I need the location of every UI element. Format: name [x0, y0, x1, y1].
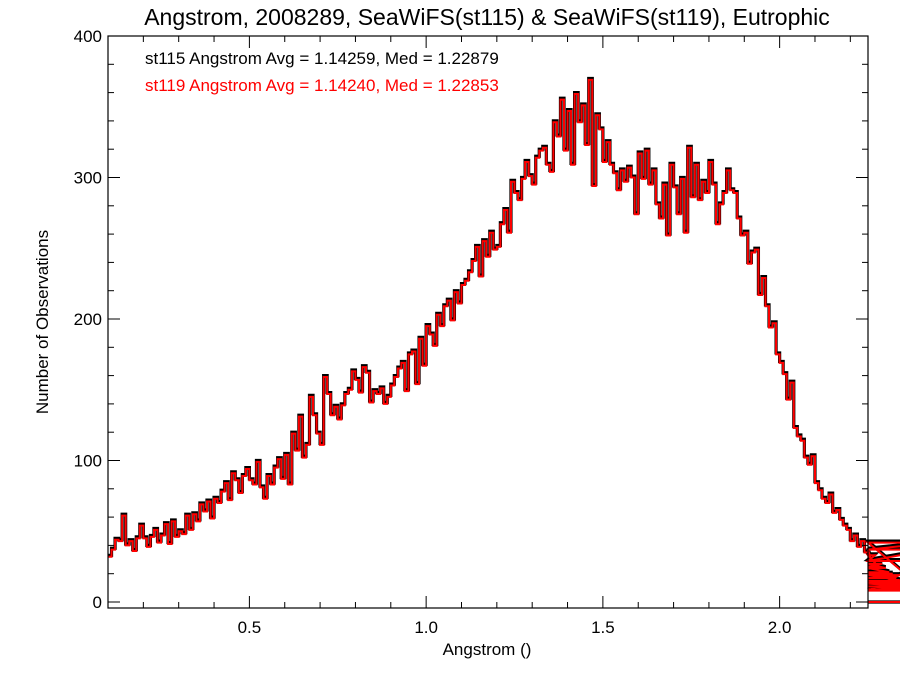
y-tick-label: 0 — [93, 593, 102, 612]
y-axis-label: Number of Observations — [33, 230, 52, 414]
x-tick-label: 1.5 — [591, 618, 615, 637]
annotation-st119-stats: st119 Angstrom Avg = 1.14240, Med = 1.22… — [145, 76, 499, 95]
chart-title: Angstrom, 2008289, SeaWiFS(st115) & SeaW… — [144, 4, 830, 30]
x-tick-label: 1.0 — [414, 618, 438, 637]
y-tick-label: 400 — [74, 27, 102, 46]
series-st115-line — [108, 76, 900, 604]
series-st119-line — [108, 78, 900, 603]
x-tick-label: 0.5 — [238, 618, 262, 637]
y-tick-label: 300 — [74, 169, 102, 188]
annotation-st115-stats: st115 Angstrom Avg = 1.14259, Med = 1.22… — [145, 49, 499, 68]
y-tick-label: 100 — [74, 452, 102, 471]
axis-ticks: 0.5 1.0 1.5 2.0 0 100 200 300 400 — [74, 27, 868, 637]
series-layer — [108, 76, 900, 604]
x-axis-label: Angstrom () — [443, 640, 532, 659]
y-tick-label: 200 — [74, 310, 102, 329]
x-tick-label: 2.0 — [768, 618, 792, 637]
plot-frame — [107, 35, 869, 609]
